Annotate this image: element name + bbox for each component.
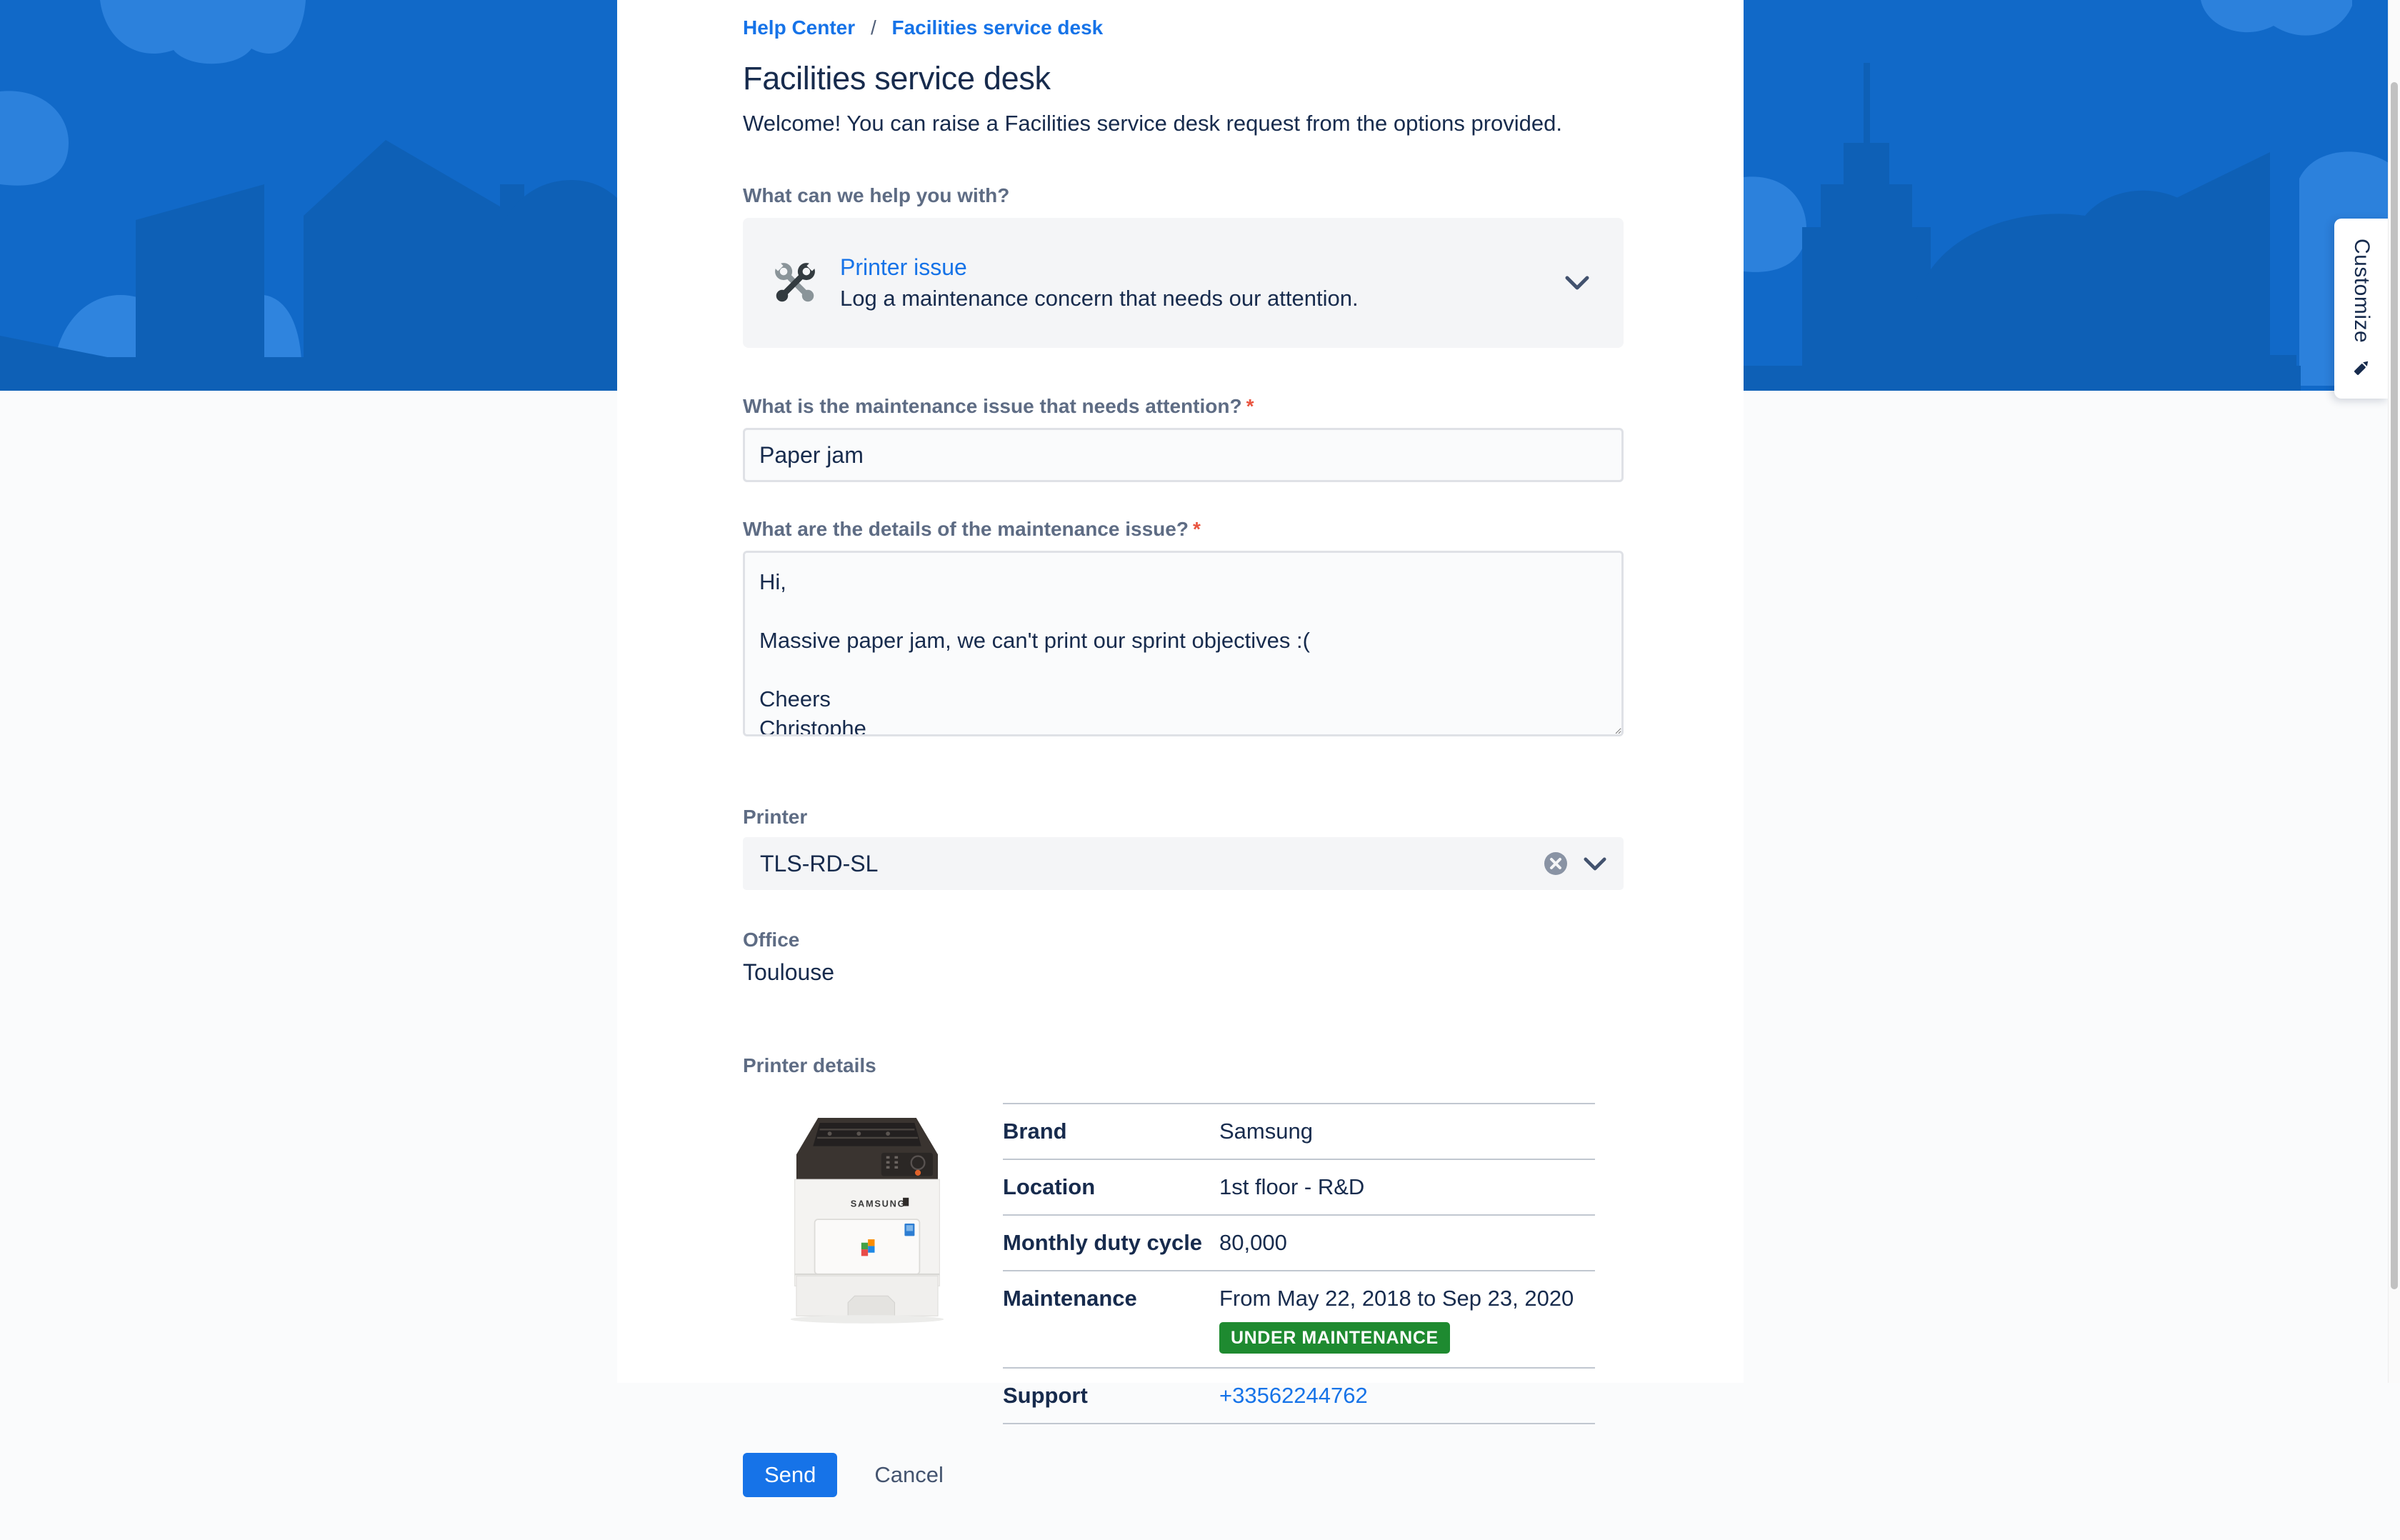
table-row: Monthly duty cycle 80,000 xyxy=(1003,1214,1595,1270)
printer-details-table: Brand Samsung Location 1st floor - R&D M… xyxy=(1003,1103,1595,1424)
banner-art-right xyxy=(1744,0,2389,391)
printer-label: Printer xyxy=(743,806,808,828)
row-value: 80,000 xyxy=(1219,1230,1287,1255)
svg-text:SAMSUNG: SAMSUNG xyxy=(851,1199,906,1209)
summary-label-text: What is the maintenance issue that needs… xyxy=(743,395,1242,417)
table-row: Support +33562244762 xyxy=(1003,1367,1595,1424)
breadcrumb: Help Center / Facilities service desk xyxy=(743,16,1624,40)
printer-select-value: TLS-RD-SL xyxy=(760,850,879,876)
row-value: +33562244762 xyxy=(1219,1382,1368,1409)
pencil-icon xyxy=(2351,357,2372,379)
cityscape-illustration xyxy=(1744,0,2389,391)
welcome-text: Welcome! You can raise a Facilities serv… xyxy=(743,111,1562,136)
scrollbar[interactable] xyxy=(2388,0,2400,1383)
page-title: Facilities service desk xyxy=(743,60,1051,96)
required-indicator: * xyxy=(1192,518,1201,540)
office-label: Office xyxy=(743,929,800,951)
status-badge: UNDER MAINTENANCE xyxy=(1219,1322,1450,1354)
printer-photo: SAMSUNG xyxy=(771,1103,963,1329)
row-value: Samsung xyxy=(1219,1119,1313,1144)
row-value: From May 22, 2018 to Sep 23, 2020 UNDER … xyxy=(1219,1285,1574,1354)
office-value: Toulouse xyxy=(743,959,835,985)
table-row: Location 1st floor - R&D xyxy=(1003,1159,1595,1214)
request-type-description: Log a maintenance concern that needs our… xyxy=(840,286,1359,311)
maintenance-dates: From May 22, 2018 to Sep 23, 2020 xyxy=(1219,1286,1574,1311)
breadcrumb-current-page[interactable]: Facilities service desk xyxy=(891,16,1104,39)
customize-button[interactable]: Customize xyxy=(2334,219,2389,399)
row-label: Support xyxy=(1003,1383,1088,1408)
request-type-selector[interactable]: Printer issue Log a maintenance concern … xyxy=(743,218,1624,348)
request-type-text: Printer issue Log a maintenance concern … xyxy=(840,254,1359,312)
printer-details-label: Printer details xyxy=(743,1054,876,1076)
breadcrumb-separator: / xyxy=(870,16,876,39)
row-value: 1st floor - R&D xyxy=(1219,1174,1365,1199)
send-button[interactable]: Send xyxy=(743,1453,838,1497)
scrollbar-thumb[interactable] xyxy=(2391,82,2398,1289)
summary-input[interactable] xyxy=(743,428,1624,482)
details-textarea[interactable]: Hi, Massive paper jam, we can't print ou… xyxy=(743,551,1624,736)
row-label: Brand xyxy=(1003,1119,1067,1144)
row-label: Location xyxy=(1003,1174,1096,1199)
clear-icon[interactable] xyxy=(1544,851,1568,876)
chevron-down-icon[interactable] xyxy=(1584,856,1606,871)
row-label: Maintenance xyxy=(1003,1286,1137,1311)
support-phone-link[interactable]: +33562244762 xyxy=(1219,1383,1368,1408)
cancel-button[interactable]: Cancel xyxy=(874,1462,944,1487)
summary-label: What is the maintenance issue that needs… xyxy=(743,395,1624,418)
breadcrumb-help-center[interactable]: Help Center xyxy=(743,16,856,39)
customize-label: Customize xyxy=(2350,238,2374,344)
banner-art-left xyxy=(0,0,617,391)
portal-page: Help Center / Facilities service desk Fa… xyxy=(617,0,1744,1497)
table-row: Brand Samsung xyxy=(1003,1103,1595,1159)
request-type-label: What can we help you with? xyxy=(743,184,1010,206)
printer-select[interactable]: TLS-RD-SL xyxy=(743,837,1624,890)
table-row: Maintenance From May 22, 2018 to Sep 23,… xyxy=(1003,1270,1595,1367)
request-type-title[interactable]: Printer issue xyxy=(840,254,967,280)
printer-details-block: SAMSUNG xyxy=(743,1103,1624,1424)
row-label: Monthly duty cycle xyxy=(1003,1230,1203,1255)
select-icons xyxy=(1544,851,1606,876)
required-indicator: * xyxy=(1246,395,1254,417)
form-actions: Send Cancel xyxy=(743,1453,1624,1540)
crossed-wrenches-icon xyxy=(769,257,821,309)
chevron-down-icon[interactable] xyxy=(1565,275,1589,291)
details-label-text: What are the details of the maintenance … xyxy=(743,518,1189,540)
details-label: What are the details of the maintenance … xyxy=(743,518,1624,541)
cityscape-illustration xyxy=(0,0,617,391)
